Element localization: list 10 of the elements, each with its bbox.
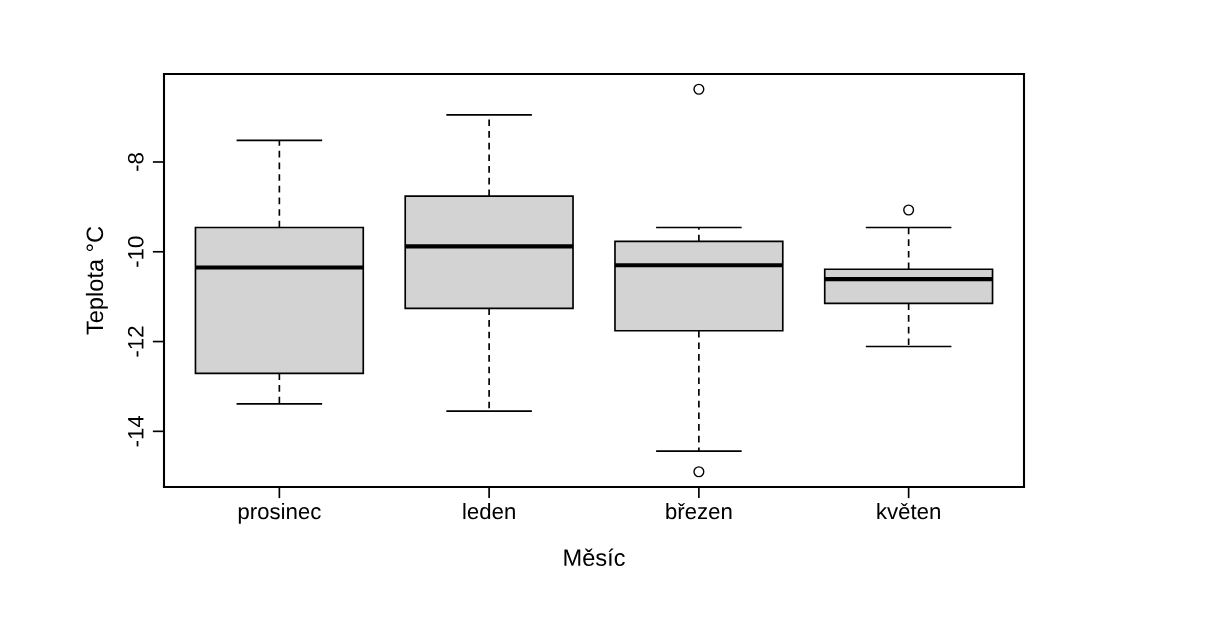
x-tick-label: leden [463, 502, 515, 520]
y-tick-label: -14 [128, 415, 144, 447]
x-tick-label: prosinec [238, 502, 321, 524]
y-tick-label: -10 [127, 236, 144, 267]
y-axis-title: Teplota °C [85, 226, 108, 335]
x-tick-label: březen [666, 502, 732, 520]
x-axis-title: Měsíc [564, 548, 625, 567]
y-tick-label: -8 [127, 153, 144, 171]
x-tick-label: květen [877, 502, 940, 520]
y-tick-label: -12 [127, 326, 144, 357]
